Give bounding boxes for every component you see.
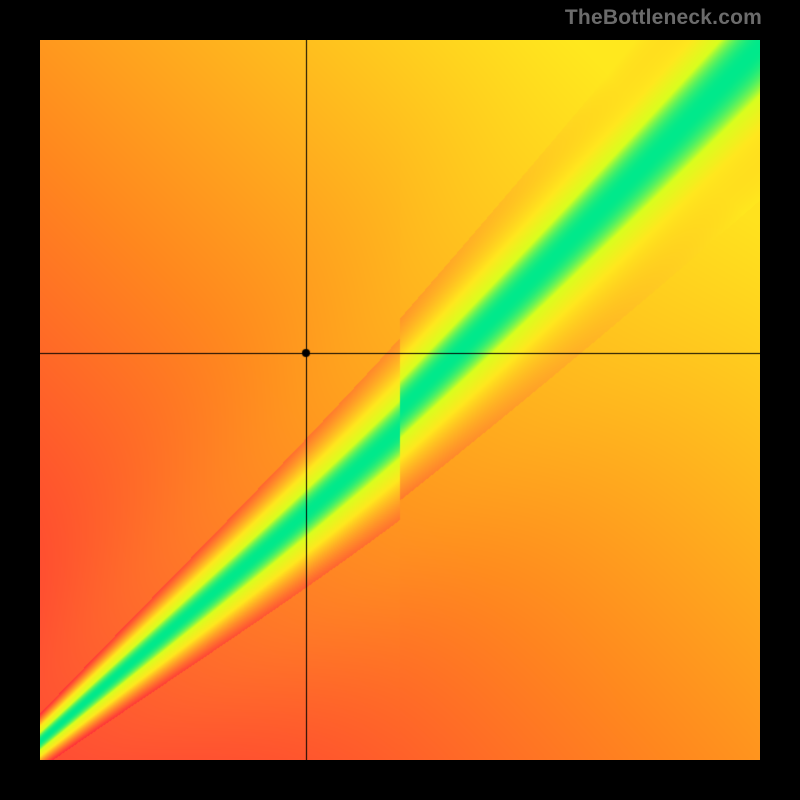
bottleneck-heatmap [40, 40, 760, 760]
watermark-text: TheBottleneck.com [565, 6, 762, 30]
